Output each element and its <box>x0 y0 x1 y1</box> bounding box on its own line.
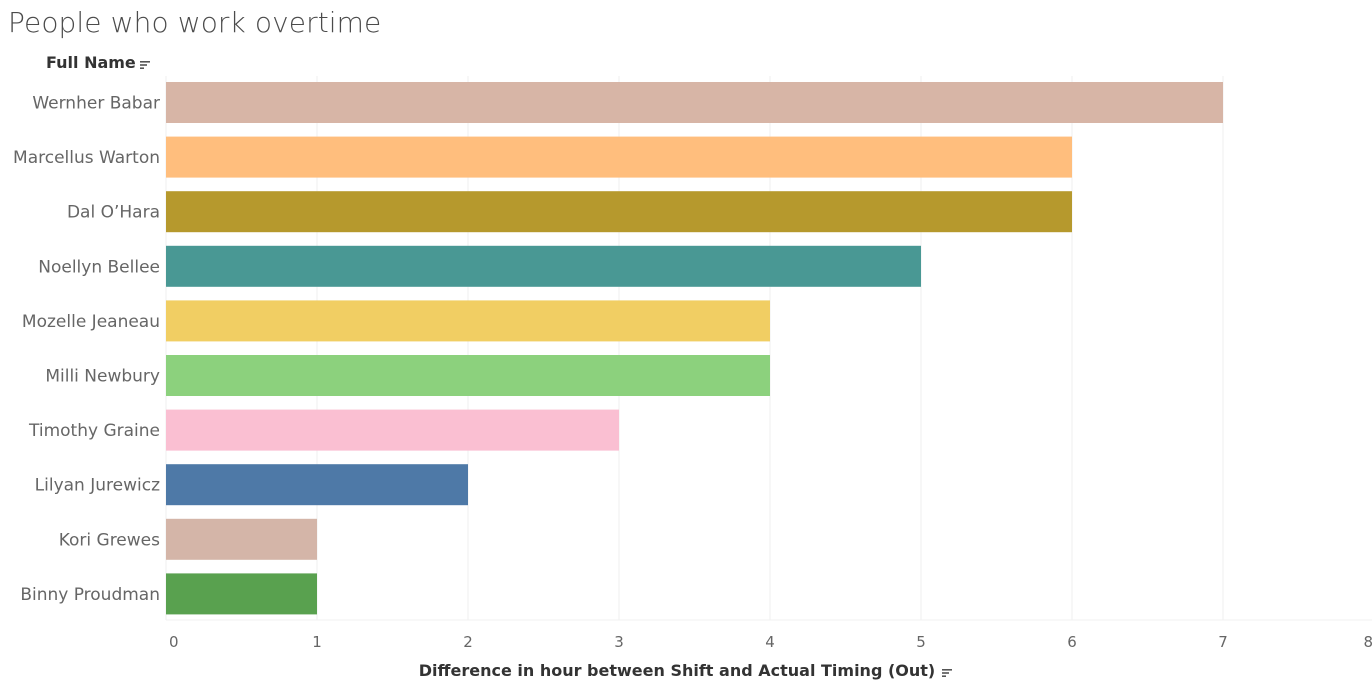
bar[interactable] <box>166 355 770 396</box>
x-tick-label: 7 <box>1218 633 1228 651</box>
x-tick-label: 3 <box>614 633 624 651</box>
x-tick-label: 5 <box>916 633 926 651</box>
category-label[interactable]: Milli Newbury <box>45 367 160 387</box>
category-label[interactable]: Marcellus Warton <box>13 148 160 168</box>
category-label[interactable]: Dal O’Hara <box>67 203 160 223</box>
bar[interactable] <box>166 464 468 506</box>
category-label[interactable]: Timothy Graine <box>28 421 160 441</box>
x-axis-ticks: 0 1 2 3 4 5 6 7 8 <box>169 633 1372 651</box>
category-label[interactable]: Wernher Babar <box>32 94 160 114</box>
x-tick-label: 6 <box>1067 633 1077 651</box>
category-labels: Wernher Babar Marcellus Warton Dal O’Hara N… <box>13 94 160 605</box>
category-label[interactable]: Lilyan Jurewicz <box>35 476 160 496</box>
category-label[interactable]: Binny Proudman <box>20 585 160 605</box>
x-tick-label: 8 <box>1363 633 1372 651</box>
bar[interactable] <box>166 409 619 451</box>
chart-title: People who work overtime <box>8 6 382 39</box>
category-label[interactable]: Mozelle Jeaneau <box>22 312 160 332</box>
sort-descending-icon[interactable] <box>941 668 953 678</box>
sort-descending-icon[interactable] <box>139 60 151 70</box>
bar[interactable] <box>166 245 921 287</box>
x-tick-label: 1 <box>312 633 322 651</box>
bar[interactable] <box>166 191 1072 233</box>
category-label[interactable]: Kori Grewes <box>59 530 160 550</box>
x-axis-title[interactable]: Difference in hour between Shift and Act… <box>166 661 1206 680</box>
x-tick-label: 0 <box>169 633 179 651</box>
row-header[interactable]: Full Name <box>46 53 151 72</box>
bar[interactable] <box>166 573 317 615</box>
x-tick-label: 4 <box>765 633 775 651</box>
x-tick-label: 2 <box>463 633 473 651</box>
x-axis-title-label: Difference in hour between Shift and Act… <box>418 661 936 680</box>
bar[interactable] <box>166 518 317 560</box>
bar[interactable] <box>166 300 770 342</box>
bar[interactable] <box>166 82 1223 123</box>
bar[interactable] <box>166 136 1072 178</box>
bars <box>166 82 1223 615</box>
category-label[interactable]: Noellyn Bellee <box>38 257 160 277</box>
row-header-label: Full Name <box>46 53 136 72</box>
